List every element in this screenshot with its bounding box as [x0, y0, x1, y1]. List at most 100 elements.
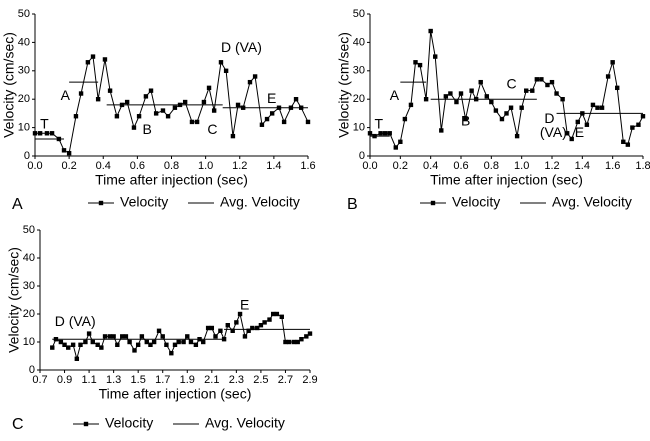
point — [514, 133, 520, 139]
point — [235, 102, 241, 108]
point — [143, 94, 149, 99]
x-tick-label: 0.2 — [393, 160, 408, 172]
point — [151, 339, 157, 345]
point — [621, 139, 626, 144]
point — [493, 108, 499, 113]
panel-label: A — [12, 196, 23, 213]
point — [127, 339, 132, 345]
point — [102, 57, 108, 62]
x-tick-label: 2.3 — [229, 374, 244, 386]
point — [259, 122, 265, 127]
point — [49, 131, 55, 136]
point — [73, 114, 79, 119]
annotation: B — [461, 113, 470, 129]
point — [402, 116, 408, 122]
point — [408, 102, 414, 108]
y-tick-label: 0 — [359, 150, 365, 162]
point — [530, 88, 535, 93]
point — [247, 79, 253, 85]
point — [262, 320, 267, 325]
point — [90, 54, 96, 59]
annotation: (VA) — [540, 124, 567, 140]
point — [433, 54, 438, 59]
point — [218, 60, 224, 65]
point — [636, 122, 641, 127]
y-axis-label: Velocity (cm/sec) — [336, 32, 352, 138]
point — [640, 114, 646, 119]
y-tick-label: 10 — [353, 122, 365, 134]
x-tick-label: 1.2 — [544, 160, 559, 172]
point — [484, 94, 489, 99]
point — [413, 60, 418, 65]
point — [172, 342, 178, 347]
point — [439, 128, 444, 133]
point — [188, 339, 194, 345]
point — [78, 342, 83, 347]
point — [193, 342, 199, 347]
point — [107, 334, 113, 339]
y-tick-label: 10 — [18, 122, 30, 134]
x-tick-label: 1.6 — [605, 160, 620, 172]
point — [270, 311, 276, 317]
point — [267, 317, 272, 322]
point — [148, 342, 153, 347]
point — [115, 342, 120, 347]
point — [569, 136, 574, 142]
y-tick-label: 30 — [23, 280, 35, 292]
point — [258, 323, 264, 328]
annotation: C — [507, 76, 517, 92]
point — [185, 334, 190, 339]
point — [448, 91, 453, 96]
point — [560, 97, 565, 102]
avg-line — [370, 81, 643, 137]
point — [398, 139, 403, 144]
point — [269, 111, 275, 116]
legend-label: Avg. Velocity — [220, 194, 300, 210]
point — [78, 91, 84, 96]
point — [458, 91, 464, 96]
y-tick-label: 40 — [18, 36, 30, 48]
x-tick-label: 0.0 — [362, 160, 377, 172]
x-axis-label: Time after injection (sec) — [430, 172, 583, 188]
x-tick-label: 0.8 — [484, 160, 499, 172]
point — [114, 114, 120, 119]
point — [469, 88, 474, 93]
point — [206, 85, 212, 91]
point — [230, 133, 236, 139]
point — [123, 334, 129, 339]
point — [554, 91, 559, 96]
x-tick-label: 1.4 — [266, 160, 281, 172]
point — [225, 323, 230, 328]
legend-label: Velocity — [105, 415, 153, 431]
point — [519, 105, 524, 110]
y-tick-label: 20 — [18, 93, 30, 105]
point — [230, 328, 235, 333]
point — [393, 145, 398, 150]
point — [252, 74, 258, 79]
x-tick-label: 1.6 — [300, 160, 315, 172]
x-tick-label: 1.1 — [81, 374, 96, 386]
point — [615, 85, 620, 91]
point — [201, 99, 207, 105]
point — [223, 68, 229, 73]
point — [264, 116, 270, 122]
point — [32, 131, 38, 136]
y-tick-label: 20 — [353, 93, 365, 105]
y-axis-label: Velocity (cm/sec) — [6, 247, 22, 353]
point — [181, 339, 186, 345]
y-tick-label: 30 — [353, 65, 365, 77]
annotation: A — [61, 87, 71, 103]
point — [291, 339, 297, 345]
point — [58, 339, 64, 345]
x-tick-label: 1.7 — [155, 374, 170, 386]
point — [139, 334, 145, 339]
annotation: D — [544, 110, 554, 126]
point — [234, 320, 239, 325]
point — [423, 97, 429, 102]
point — [70, 342, 76, 347]
point — [305, 119, 311, 125]
y-tick-label: 50 — [23, 224, 35, 236]
point — [144, 339, 149, 345]
x-tick-label: 1.4 — [575, 160, 590, 172]
point — [111, 334, 116, 339]
